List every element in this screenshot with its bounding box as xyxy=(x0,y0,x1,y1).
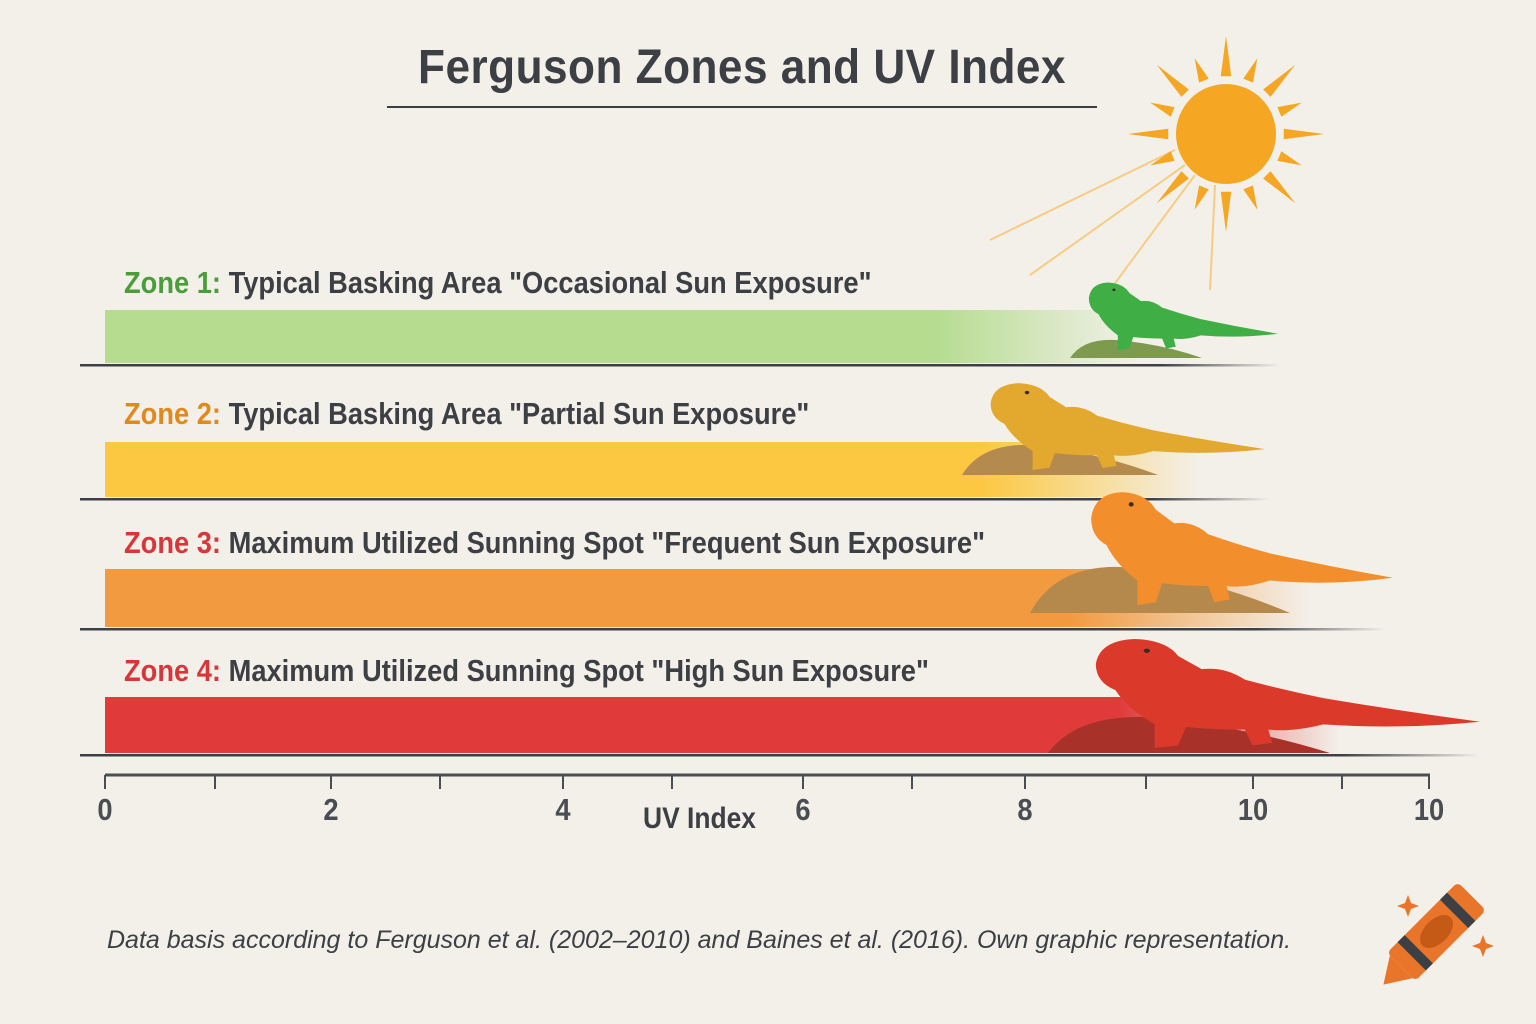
footnote: Data basis according to Ferguson et al. … xyxy=(107,926,1292,954)
zone-3-rock xyxy=(1030,566,1290,613)
zone-1-bar xyxy=(105,310,1140,363)
sun-ray xyxy=(1263,171,1296,204)
title-underline xyxy=(387,106,1097,108)
zone-1-description: Typical Basking Area "Occasional Sun Exp… xyxy=(228,265,872,300)
zone-4-label: Zone 4: Maximum Utilized Sunning Spot "H… xyxy=(124,653,929,689)
sun-ray xyxy=(1156,64,1189,97)
lizard-icon xyxy=(1091,492,1393,605)
zone-2-baseline xyxy=(80,498,1270,501)
x-tick-label: 4 xyxy=(555,792,571,827)
zone-1-name: Zone 1: xyxy=(124,265,222,300)
sun-ray xyxy=(1156,171,1189,204)
zone-4-description: Maximum Utilized Sunning Spot "High Sun … xyxy=(228,653,929,688)
sun-ray xyxy=(1220,36,1232,77)
sun-ray xyxy=(1194,58,1209,83)
zone-3-baseline xyxy=(80,628,1385,631)
sun-ray xyxy=(1150,151,1175,166)
x-axis xyxy=(104,773,1430,789)
sun-icon xyxy=(989,36,1324,291)
zone-2-name: Zone 2: xyxy=(124,396,222,431)
zone-3-name: Zone 3: xyxy=(124,525,222,560)
x-tick-label: 0 xyxy=(97,792,113,827)
x-axis-title: UV Index xyxy=(643,802,756,835)
sun-ray xyxy=(1277,102,1302,117)
sun-ray xyxy=(1220,191,1232,232)
sun-ray xyxy=(1243,185,1258,210)
crayon-icon xyxy=(1383,884,1484,985)
x-tick-label: 8 xyxy=(1017,792,1033,827)
zone-2-label: Zone 2: Typical Basking Area "Partial Su… xyxy=(124,396,809,432)
x-tick-label: 10 xyxy=(1413,792,1445,827)
lizard-icon xyxy=(1095,638,1480,748)
sun-ray xyxy=(1283,128,1324,140)
sun-ray xyxy=(1150,102,1175,117)
zone-3-label: Zone 3: Maximum Utilized Sunning Spot "F… xyxy=(124,525,985,561)
zone-1-baseline xyxy=(80,364,1280,367)
lizard-icon xyxy=(990,383,1265,470)
zone-4-baseline xyxy=(80,754,1480,757)
chart-title: Ferguson Zones and UV Index xyxy=(418,41,1066,94)
zone-3-description: Maximum Utilized Sunning Spot "Frequent … xyxy=(228,525,986,560)
x-tick-label: 6 xyxy=(795,792,811,827)
zone-1-label: Zone 1: Typical Basking Area "Occasional… xyxy=(124,265,872,301)
zone-1-rock xyxy=(1070,339,1202,358)
lizard-icon xyxy=(1088,282,1278,350)
sun-ray xyxy=(1243,58,1258,83)
sun-ray xyxy=(1277,151,1302,166)
sparkle-icon xyxy=(1397,895,1494,957)
zone-2-description: Typical Basking Area "Partial Sun Exposu… xyxy=(228,396,810,431)
x-tick-label: 10 xyxy=(1237,792,1269,827)
sun-ray xyxy=(1128,128,1169,140)
zone-2-rock xyxy=(962,444,1158,475)
zone-4-name: Zone 4: xyxy=(124,653,222,688)
sun-ray xyxy=(1263,64,1296,97)
x-tick-label: 2 xyxy=(323,792,339,827)
sun-ray xyxy=(1194,185,1209,210)
